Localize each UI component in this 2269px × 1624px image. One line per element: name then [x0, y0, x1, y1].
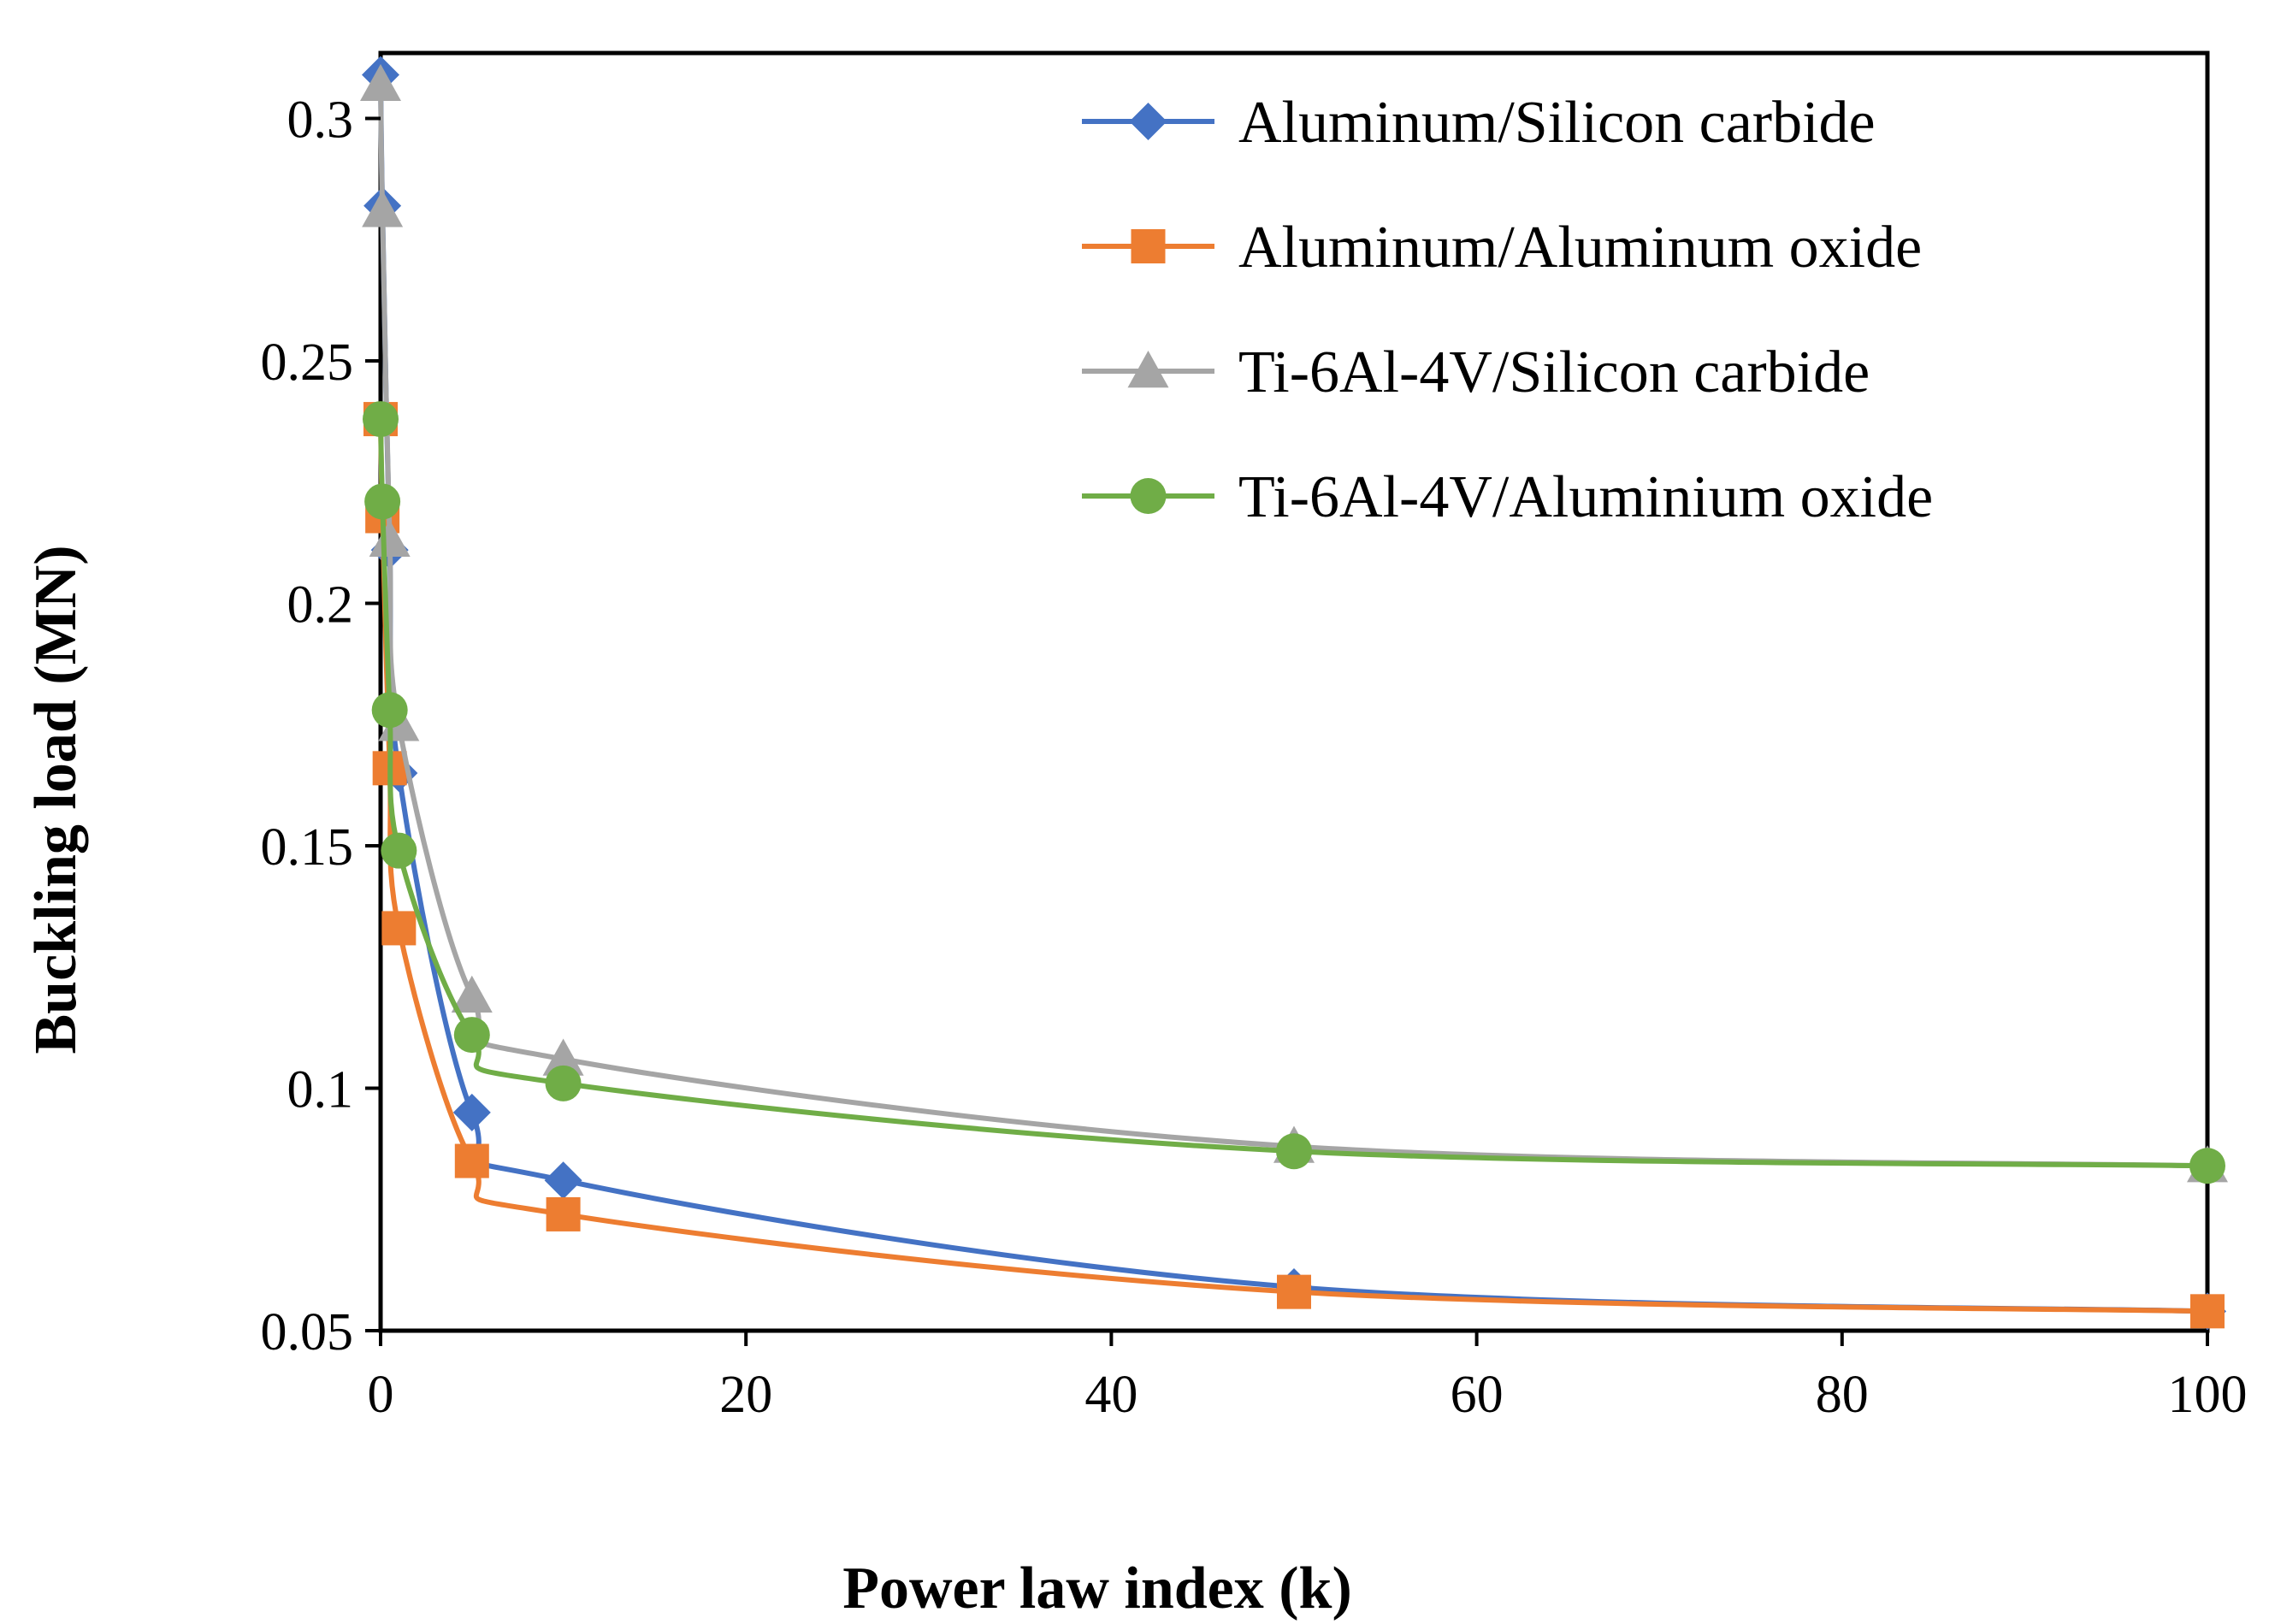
- x-tick-label: 0: [368, 1366, 394, 1424]
- legend-item: Aluminum/Aluminum oxide: [1082, 215, 1922, 281]
- y-tick-label: 0.2: [287, 576, 354, 635]
- legend-item: Aluminum/Silicon carbide: [1082, 90, 1876, 156]
- y-tick-label: 0.05: [261, 1303, 354, 1361]
- series-4: [363, 401, 2225, 1184]
- legend-label: Ti-6Al-4V/Silicon carbide: [1238, 340, 1870, 405]
- data-point: [362, 190, 404, 227]
- data-point: [381, 911, 417, 946]
- data-point: [1277, 1274, 1311, 1309]
- y-tick-label: 0.15: [261, 818, 354, 877]
- x-axis-title: Power law index (k): [842, 1556, 1352, 1621]
- data-point: [2190, 1294, 2225, 1329]
- axis-layer: 0 20 40 60 80 100 0.05 0.1 0.15 0.2 0.25 0.3: [261, 92, 2248, 1424]
- y-tick-label: 0.25: [261, 334, 354, 392]
- legend-item: Ti-6Al-4V/Aluminium oxide: [1082, 464, 1933, 530]
- legend-label: Aluminum/Aluminum oxide: [1238, 215, 1922, 281]
- data-point: [381, 832, 417, 869]
- x-tick-label: 80: [1816, 1366, 1869, 1424]
- legend-label: Ti-6Al-4V/Aluminium oxide: [1238, 464, 1933, 530]
- data-point: [451, 975, 493, 1013]
- x-tick-label: 40: [1084, 1366, 1137, 1424]
- x-tick-label: 20: [719, 1366, 772, 1424]
- data-point: [454, 1143, 489, 1178]
- data-point: [363, 401, 399, 438]
- legend-item: Ti-6Al-4V/Silicon carbide: [1082, 340, 1870, 405]
- data-point: [369, 519, 411, 558]
- data-point: [546, 1196, 581, 1231]
- data-point: [452, 1093, 491, 1131]
- legend-marker: [1131, 229, 1166, 263]
- legend-marker: [1129, 103, 1167, 140]
- data-point: [364, 483, 401, 520]
- y-tick-label: 0.3: [287, 92, 354, 150]
- legend-marker: [1127, 351, 1169, 388]
- x-tick-label: 100: [2168, 1366, 2248, 1424]
- data-point: [453, 1017, 490, 1054]
- data-point: [360, 63, 401, 102]
- data-point: [545, 1065, 582, 1101]
- data-point: [542, 1038, 584, 1076]
- legend: Aluminum/Silicon carbide Aluminum/Aluminu…: [1082, 90, 1933, 530]
- y-tick-label: 0.1: [287, 1061, 354, 1119]
- data-point: [371, 692, 408, 729]
- plot-frame: [378, 50, 2210, 1333]
- series-layer: [360, 56, 2228, 1331]
- legend-marker: [1130, 478, 1167, 514]
- x-tick-label: 60: [1451, 1366, 1504, 1424]
- data-point: [544, 1161, 582, 1200]
- y-axis-title: Buckling load (MN): [23, 545, 89, 1054]
- legend-label: Aluminum/Silicon carbide: [1238, 90, 1876, 156]
- series-line: [378, 419, 2208, 1169]
- data-point: [2189, 1148, 2225, 1184]
- data-point: [1276, 1133, 1312, 1170]
